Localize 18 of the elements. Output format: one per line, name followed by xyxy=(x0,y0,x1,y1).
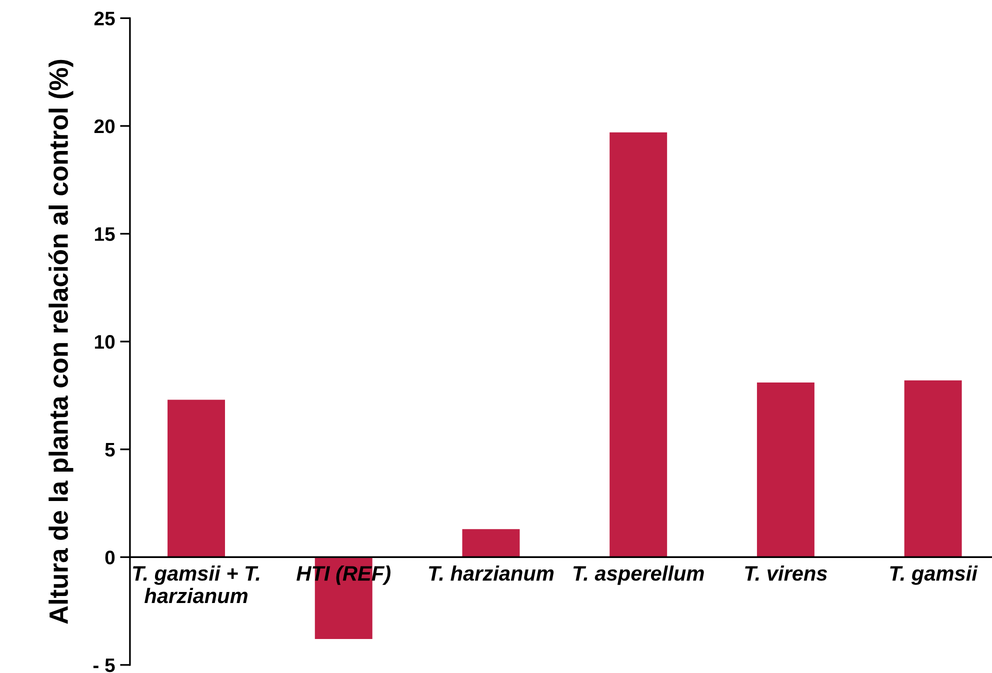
x-tick-label: T. gamsii xyxy=(890,565,978,585)
x-tick-label: T. virens xyxy=(745,565,828,581)
x-tick-label: T. gamsii + T. harzianum xyxy=(133,565,260,604)
y-tick-label: 5 xyxy=(105,443,115,457)
y-tick-label: 25 xyxy=(94,12,115,26)
y-tick-label: - 5 xyxy=(93,658,115,672)
bar xyxy=(904,380,962,558)
y-tick-label: 0 xyxy=(105,550,115,564)
y-tick-label: 20 xyxy=(94,119,115,134)
y-tick-label: 15 xyxy=(94,227,115,241)
bar xyxy=(610,132,668,558)
x-tick-label: T. harzianum xyxy=(428,565,554,581)
y-axis-title: Altura de la planta con relación al control (%) xyxy=(48,60,74,624)
y-tick-label: 10 xyxy=(94,335,115,349)
bar xyxy=(462,529,520,558)
bar xyxy=(168,400,225,558)
bar xyxy=(756,382,814,558)
x-tick-label: T. asperellum xyxy=(573,565,704,585)
